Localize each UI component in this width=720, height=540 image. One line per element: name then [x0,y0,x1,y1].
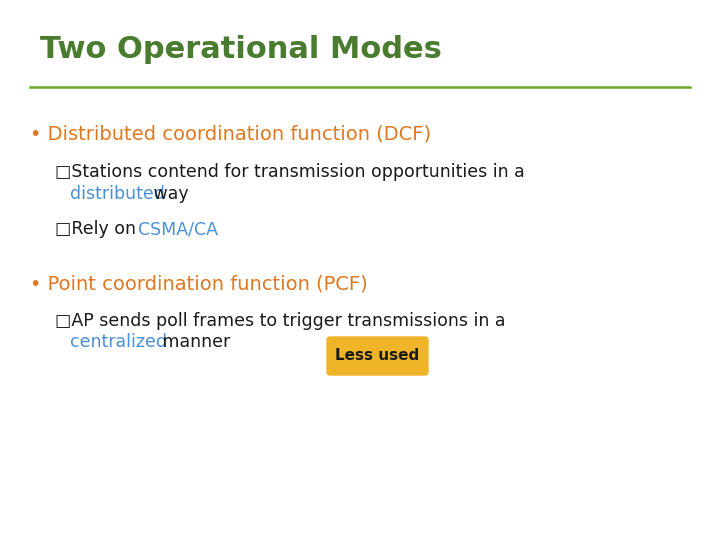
Text: CSMA/CA: CSMA/CA [138,220,218,238]
Text: □Stations contend for transmission opportunities in a: □Stations contend for transmission oppor… [55,163,525,181]
Text: □AP sends poll frames to trigger transmissions in a: □AP sends poll frames to trigger transmi… [55,312,505,330]
Text: □Rely on: □Rely on [55,220,142,238]
Text: way: way [148,185,189,203]
Text: • Point coordination function (PCF): • Point coordination function (PCF) [30,275,368,294]
Text: manner: manner [157,333,230,351]
Text: distributed: distributed [70,185,165,203]
FancyBboxPatch shape [327,337,428,375]
Text: • Distributed coordination function (DCF): • Distributed coordination function (DCF… [30,125,431,144]
Text: centralized: centralized [70,333,167,351]
Text: Two Operational Modes: Two Operational Modes [40,35,442,64]
Text: Less used: Less used [336,348,420,363]
